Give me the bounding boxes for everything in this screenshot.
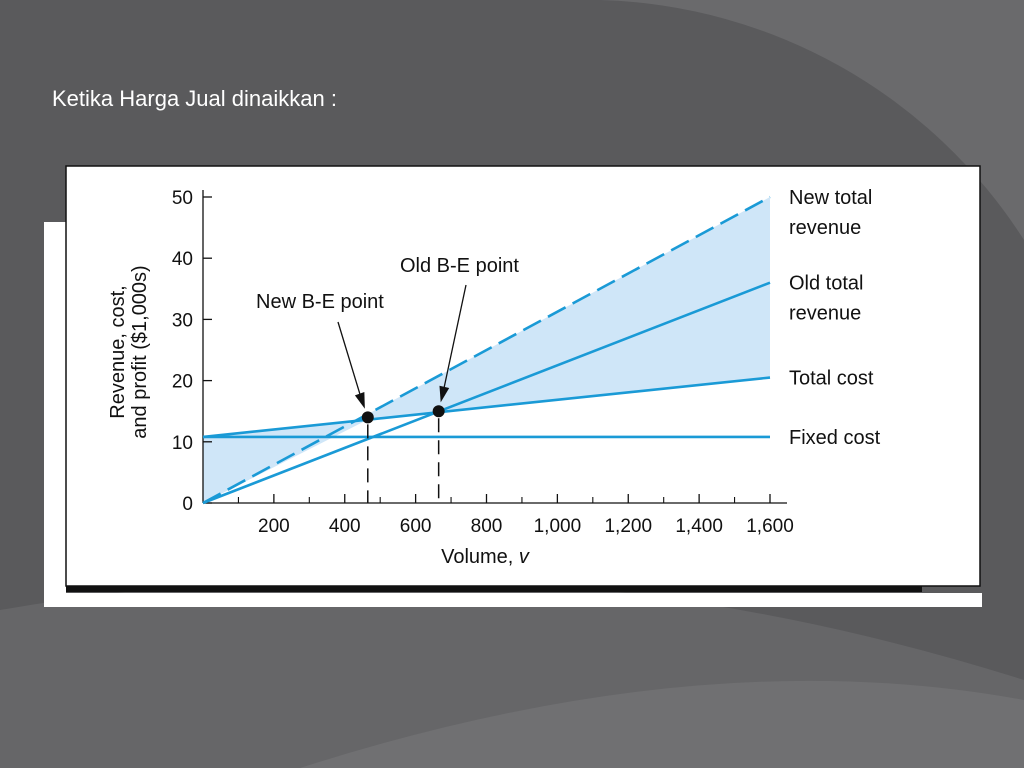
x-tick-label: 400 bbox=[329, 516, 361, 537]
x-tick-label: 600 bbox=[400, 516, 432, 537]
y-tick-label: 20 bbox=[172, 372, 193, 393]
annotation-arrow-line bbox=[442, 284, 467, 391]
y-axis-title: Revenue, cost, and profit ($1,000s) bbox=[107, 265, 151, 438]
chart-panel-bottom bbox=[44, 593, 982, 607]
break-even-markers: New B-E point Old B-E point bbox=[256, 255, 519, 424]
loss-area bbox=[203, 419, 368, 503]
y-tick-label: 40 bbox=[172, 249, 193, 270]
x-tick-label: 800 bbox=[471, 516, 503, 537]
series-label-line2: revenue bbox=[789, 217, 861, 239]
x-tick-label: 1,400 bbox=[675, 516, 723, 537]
x-axis-variable: v bbox=[519, 546, 530, 568]
y-tick-label: 10 bbox=[172, 433, 193, 454]
series-line bbox=[202, 376, 771, 439]
series-line bbox=[202, 195, 771, 505]
y-axis-title-line1: Revenue, cost, bbox=[107, 285, 129, 418]
series-label-line2: revenue bbox=[789, 303, 861, 325]
profit-area bbox=[367, 197, 770, 420]
y-axis-title-line2: and profit ($1,000s) bbox=[129, 265, 151, 438]
background-arc-top bbox=[600, 0, 1024, 240]
series-labels: New total revenue Old total revenue Total co… bbox=[789, 187, 881, 449]
slide-title: Ketika Harga Jual dinaikkan : bbox=[52, 86, 337, 111]
series-line bbox=[202, 281, 771, 505]
x-axis-title-text: Volume, bbox=[441, 546, 519, 568]
annotation-arrow-line bbox=[337, 321, 362, 398]
background-arc-bottom-2 bbox=[300, 680, 1024, 768]
x-tick-label: 1,600 bbox=[746, 516, 794, 537]
series-lines bbox=[202, 195, 771, 505]
series-label: Fixed cost bbox=[789, 427, 881, 449]
annotation-arrowhead bbox=[439, 385, 450, 403]
break-even-label: New B-E point bbox=[256, 291, 384, 313]
break-even-label: Old B-E point bbox=[400, 255, 519, 277]
y-tick-label: 50 bbox=[172, 188, 193, 209]
break-even-marker bbox=[361, 411, 374, 424]
x-tick-label: 200 bbox=[258, 516, 290, 537]
y-tick-label: 30 bbox=[172, 310, 193, 331]
break-even-guides bbox=[367, 418, 440, 503]
series-label: Old total bbox=[789, 273, 863, 295]
x-axis-title: Volume, v bbox=[441, 546, 530, 568]
x-tick-label: 1,000 bbox=[534, 516, 582, 537]
y-tick-label: 0 bbox=[182, 494, 193, 515]
series-label: New total bbox=[789, 187, 872, 209]
axes: 0 10 20 30 40 50 200 400 600 800 1,000 1,200 1,400 1,… bbox=[172, 188, 794, 537]
x-tick-label: 1,200 bbox=[604, 516, 652, 537]
chart-panel-left bbox=[44, 222, 66, 607]
annotation-arrowhead bbox=[354, 392, 365, 409]
series-label: Total cost bbox=[789, 368, 874, 390]
break-even-marker bbox=[432, 405, 445, 418]
